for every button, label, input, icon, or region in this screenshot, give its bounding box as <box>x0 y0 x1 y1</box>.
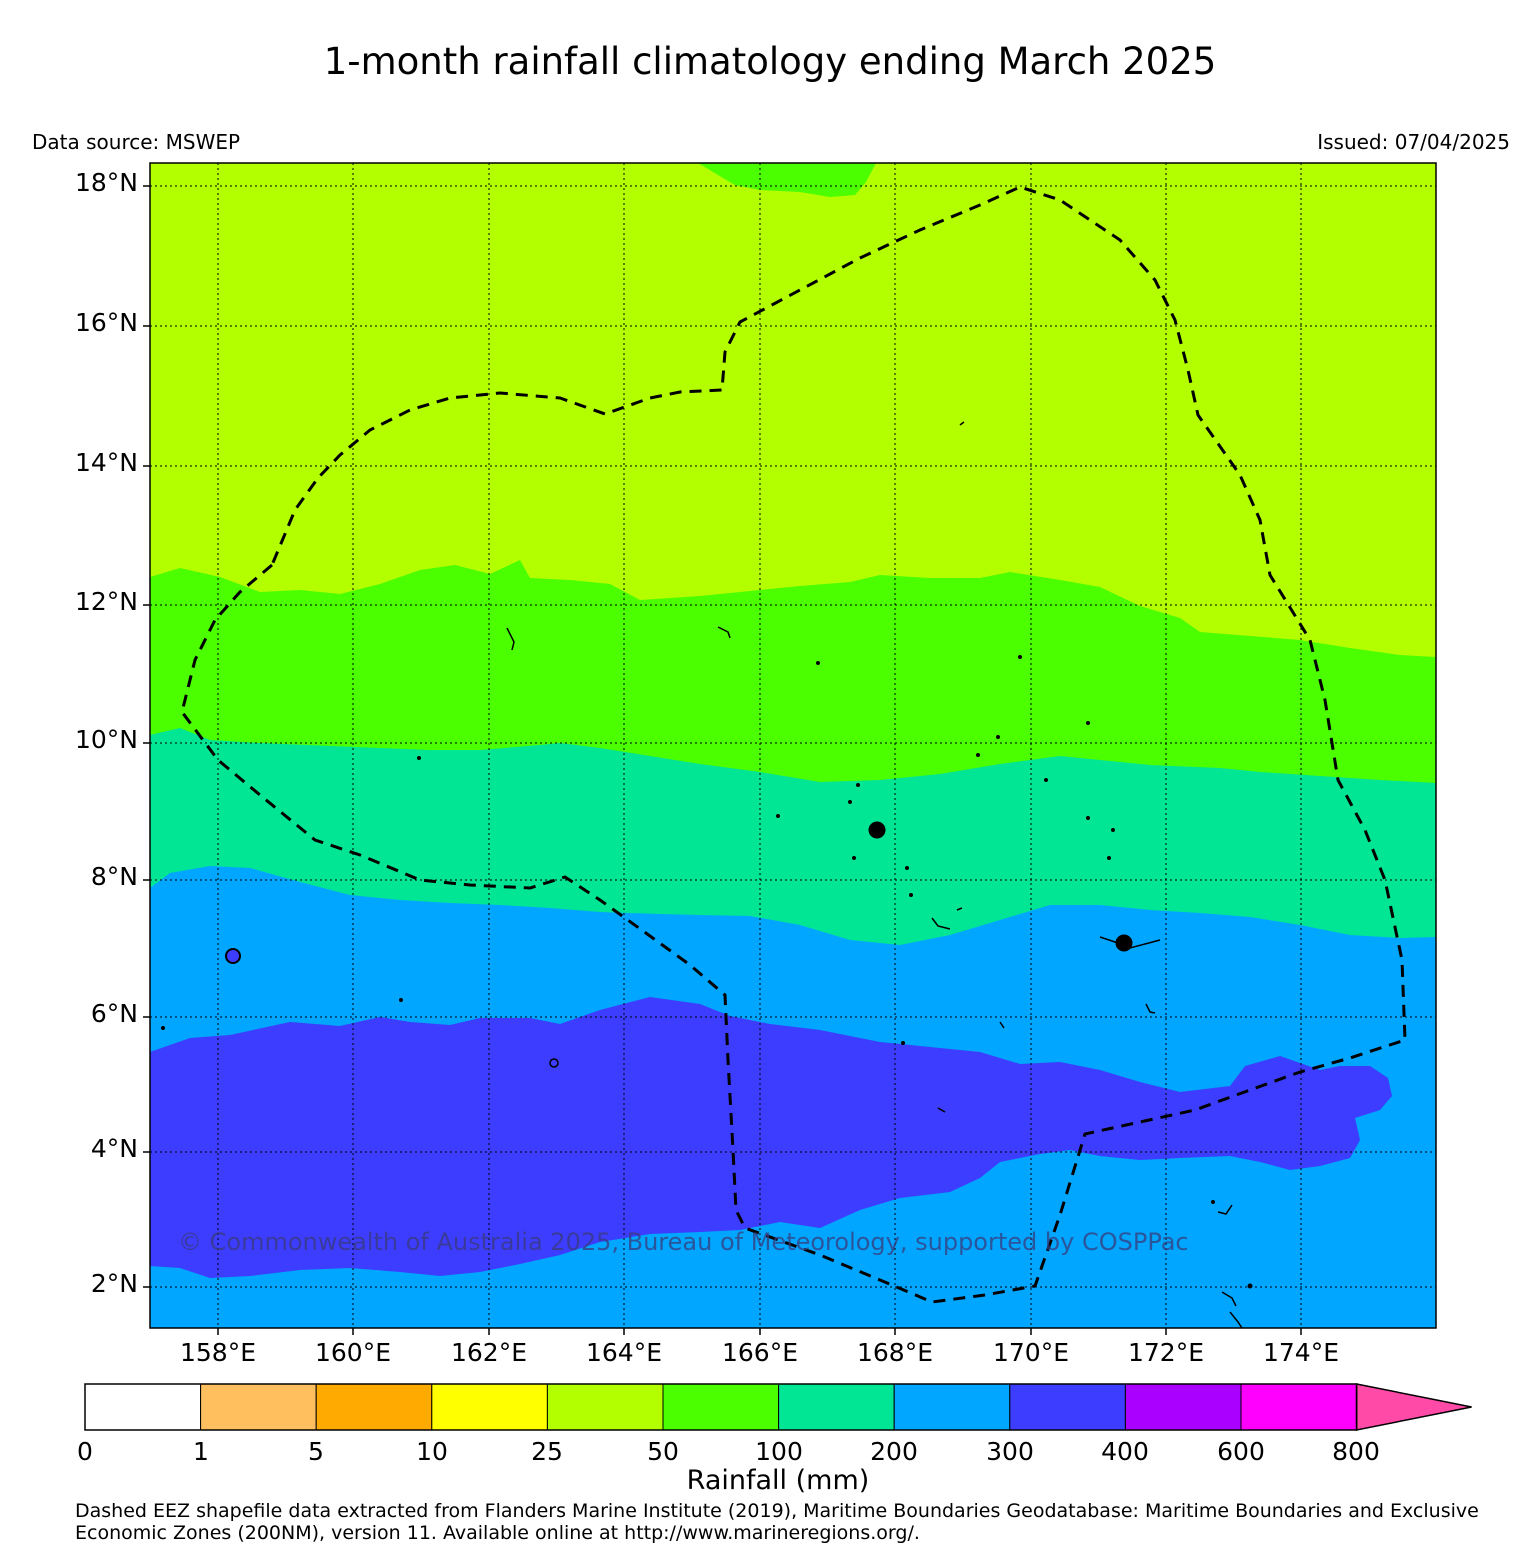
small-islet <box>1086 721 1090 725</box>
colorbar-segment <box>1009 1383 1126 1431</box>
colorbar-label: 5 <box>308 1437 324 1466</box>
colorbar-extend-arrow <box>1355 1383 1472 1431</box>
colorbar-segment <box>662 1383 780 1431</box>
lon-label-174e: 174°E <box>1262 1338 1339 1367</box>
atoll-outline <box>1099 936 1161 949</box>
band-300-400-patch <box>150 1052 165 1266</box>
colorbar-segment <box>315 1383 433 1431</box>
lat-label-18n: 18°N <box>74 168 138 197</box>
pohnpei-island <box>225 948 241 964</box>
band-200-300-lower-edge <box>1340 1298 1436 1328</box>
colorbar-label: 400 <box>1101 1437 1149 1466</box>
small-islet <box>909 893 913 897</box>
small-islet <box>976 753 980 757</box>
small-islet <box>816 661 820 665</box>
colorbar-segment <box>1240 1383 1358 1431</box>
colorbar-label: 1 <box>193 1437 209 1466</box>
colorbar <box>84 1383 1472 1431</box>
small-islet <box>905 866 909 870</box>
colorbar-segment <box>1124 1383 1242 1431</box>
kosrae-island <box>549 1058 559 1068</box>
colorbar-segment <box>546 1383 664 1431</box>
atoll-outline <box>717 626 731 639</box>
small-islet <box>1111 828 1115 832</box>
lon-label-164e: 164°E <box>585 1338 662 1367</box>
lat-label-2n: 2°N <box>90 1269 138 1298</box>
map-ticks <box>143 185 1302 1335</box>
band-50-100-north-patch <box>698 163 876 197</box>
atoll-outline <box>959 421 965 426</box>
small-islet <box>417 756 421 760</box>
colorbar-segment <box>84 1383 202 1431</box>
small-islet <box>901 1041 905 1045</box>
atoll-outline <box>1145 1003 1156 1014</box>
map-frame <box>149 162 1437 1329</box>
small-islet <box>161 1026 165 1030</box>
lat-label-16n: 16°N <box>74 308 138 337</box>
lat-label-4n: 4°N <box>90 1134 138 1163</box>
eez-credit-note: Dashed EEZ shapefile data extracted from… <box>75 1500 1479 1544</box>
colorbar-segment <box>893 1383 1011 1431</box>
small-islet <box>996 735 1000 739</box>
island-marker <box>868 821 886 839</box>
lon-label-160e: 160°E <box>314 1338 391 1367</box>
colorbar-label: 100 <box>755 1437 803 1466</box>
atoll-outline <box>956 907 963 911</box>
colorbar-label: 25 <box>531 1437 563 1466</box>
islands <box>161 421 1253 1329</box>
colorbar-segment <box>778 1383 895 1431</box>
small-islet <box>848 800 852 804</box>
small-islet <box>856 783 860 787</box>
atoll-outline <box>931 917 951 930</box>
lat-label-14n: 14°N <box>74 448 138 477</box>
page-title: 1-month rainfall climatology ending Marc… <box>323 40 1217 83</box>
colorbar-segment <box>431 1383 548 1431</box>
eez-boundary <box>180 185 1407 1304</box>
lon-label-170e: 170°E <box>992 1338 1069 1367</box>
lon-label-166e: 166°E <box>721 1338 798 1367</box>
colorbar-label: 300 <box>986 1437 1034 1466</box>
small-islet <box>776 814 780 818</box>
data-source-label: Data source: MSWEP <box>32 130 241 154</box>
small-islet <box>1044 778 1048 782</box>
small-islet <box>1247 1283 1253 1289</box>
atoll-outline <box>937 1107 946 1113</box>
colorbar-segment <box>200 1383 317 1431</box>
lat-label-12n: 12°N <box>74 587 138 616</box>
colorbar-frame <box>84 1383 1358 1431</box>
atoll-outline <box>1217 1204 1233 1215</box>
lat-label-8n: 8°N <box>90 862 138 891</box>
small-islet <box>1018 655 1022 659</box>
atoll-outline <box>506 627 515 651</box>
colorbar-label: 200 <box>870 1437 918 1466</box>
colorbar-label: 600 <box>1217 1437 1265 1466</box>
lat-label-10n: 10°N <box>74 725 138 754</box>
band-300-400 <box>150 997 1392 1278</box>
colorbar-title: Rainfall (mm) <box>686 1465 870 1496</box>
atoll-outline <box>1221 1291 1237 1307</box>
map-grid <box>150 163 1436 1328</box>
colorbar-label: 10 <box>416 1437 448 1466</box>
lon-label-162e: 162°E <box>450 1338 527 1367</box>
small-islet <box>1107 856 1111 860</box>
lon-label-172e: 172°E <box>1127 1338 1204 1367</box>
colorbar-label: 50 <box>647 1437 679 1466</box>
small-islet <box>1211 1200 1215 1204</box>
colorbar-label: 800 <box>1332 1437 1380 1466</box>
lon-label-168e: 168°E <box>856 1338 933 1367</box>
issued-date-label: Issued: 07/04/2025 <box>1317 130 1510 154</box>
lat-label-6n: 6°N <box>90 999 138 1028</box>
small-islet <box>399 998 403 1002</box>
colorbar-label: 0 <box>77 1437 93 1466</box>
atoll-outline <box>999 1021 1005 1029</box>
small-islet <box>852 856 856 860</box>
atoll-outline <box>1229 1311 1243 1329</box>
small-islet <box>1086 816 1090 820</box>
copyright-watermark: © Commonwealth of Australia 2025, Bureau… <box>178 1228 1189 1256</box>
lon-label-158e: 158°E <box>179 1338 256 1367</box>
